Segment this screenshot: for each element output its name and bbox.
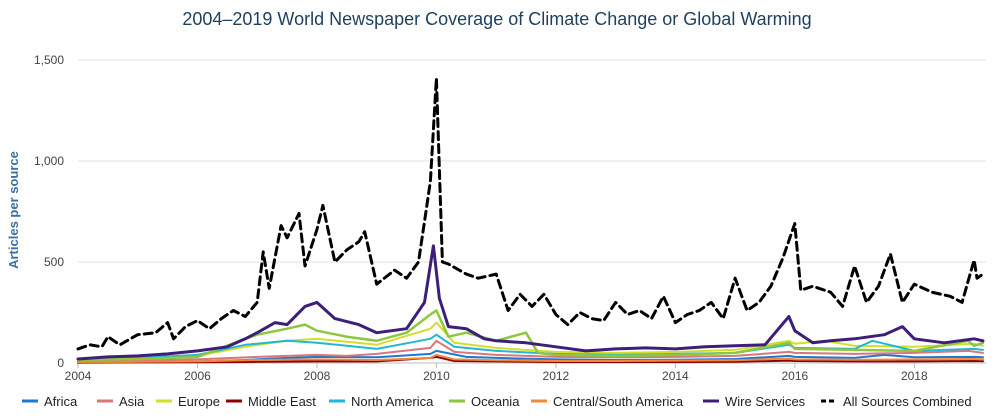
x-tick-label: 2006 — [184, 369, 211, 383]
series-line-oceania[interactable] — [76, 309, 985, 362]
y-axis: 0 500 1,000 1,500 — [34, 53, 64, 370]
series-layer — [76, 76, 985, 364]
legend-label: Central/South America — [553, 394, 684, 409]
y-tick-label: 0 — [57, 356, 64, 370]
x-tick-label: 2014 — [662, 369, 689, 383]
legend-item-asia[interactable]: Asia — [97, 394, 145, 409]
legend-item-europe[interactable]: Europe — [156, 394, 220, 409]
y-tick-label: 1,000 — [34, 154, 64, 168]
legend-label: North America — [351, 394, 434, 409]
x-tick-label: 2016 — [781, 369, 808, 383]
legend-item-oceania[interactable]: Oceania — [449, 394, 520, 409]
series-line-central-south-america[interactable] — [77, 353, 984, 363]
legend-label: Wire Services — [725, 394, 806, 409]
chart-title: 2004–2019 World Newspaper Coverage of Cl… — [182, 9, 811, 29]
legend-item-middle-east[interactable]: Middle East — [226, 394, 316, 409]
series-line-middle-east[interactable] — [77, 355, 984, 364]
legend-item-north-america[interactable]: North America — [329, 394, 434, 409]
x-tick-label: 2004 — [65, 369, 92, 383]
series-line-asia[interactable] — [77, 339, 984, 362]
legend[interactable]: Africa Asia Europe Middle East North America… — [22, 394, 972, 409]
legend-label: Asia — [119, 394, 145, 409]
legend-item-central-south-america[interactable]: Central/South America — [531, 394, 684, 409]
legend-label: Oceania — [471, 394, 520, 409]
legend-label: All Sources Combined — [843, 394, 972, 409]
legend-label: Africa — [44, 394, 78, 409]
x-axis: 2004 2006 2008 2010 2012 2014 2016 2018 — [65, 363, 928, 383]
gridlines — [78, 59, 986, 364]
y-tick-label: 1,500 — [34, 53, 64, 67]
legend-label: Europe — [178, 394, 220, 409]
y-tick-label: 500 — [44, 255, 64, 269]
series-line-wire-services[interactable] — [76, 244, 985, 361]
series-line-all-sources-combined[interactable] — [76, 76, 985, 351]
x-tick-label: 2008 — [304, 369, 331, 383]
legend-item-africa[interactable]: Africa — [22, 394, 78, 409]
legend-item-all-sources-combined[interactable]: All Sources Combined — [821, 394, 972, 409]
x-tick-label: 2012 — [543, 369, 570, 383]
y-axis-label: Articles per source — [6, 151, 21, 269]
legend-label: Middle East — [248, 394, 316, 409]
x-tick-label: 2018 — [901, 369, 928, 383]
series-line-north-america[interactable] — [77, 333, 984, 360]
x-tick-label: 2010 — [423, 369, 450, 383]
legend-item-wire-services[interactable]: Wire Services — [703, 394, 806, 409]
